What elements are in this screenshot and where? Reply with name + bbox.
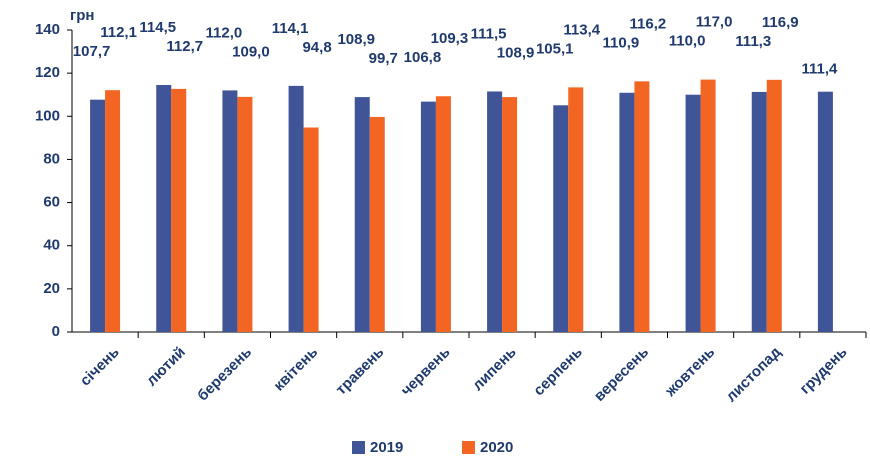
- value-label: 94,8: [302, 39, 331, 56]
- value-label: 116,9: [762, 14, 799, 31]
- value-label: 117,0: [696, 14, 733, 31]
- y-tick-label: 0: [52, 323, 60, 340]
- value-label: 108,9: [497, 44, 535, 61]
- bar: [420, 101, 436, 332]
- y-tick-label: 140: [35, 21, 60, 38]
- bar: [619, 92, 635, 332]
- bar: [817, 91, 833, 333]
- x-tick-label: листопад: [723, 343, 785, 405]
- y-tick-label: 20: [43, 280, 60, 297]
- bar: [90, 99, 106, 332]
- y-tick-label: 120: [35, 64, 60, 81]
- bar: [766, 79, 782, 332]
- value-label: 113,4: [563, 21, 600, 38]
- value-label: 109,3: [431, 30, 469, 47]
- value-label: 112,7: [166, 38, 203, 55]
- value-label: 111,3: [735, 33, 771, 50]
- x-tick-label: січень: [77, 344, 123, 390]
- x-tick-label: березень: [194, 344, 255, 405]
- bar: [237, 96, 253, 332]
- bar: [487, 91, 503, 332]
- bar: [288, 85, 304, 333]
- bar: [634, 81, 650, 332]
- value-label: 111,4: [801, 61, 838, 78]
- x-tick-label: лютий: [143, 344, 189, 390]
- y-axis-label: грн: [70, 7, 94, 24]
- x-tick-label: грудень: [797, 344, 851, 398]
- value-label: 107,7: [73, 43, 111, 60]
- bar: [568, 87, 584, 332]
- value-label: 105,1: [536, 40, 574, 57]
- value-label: 109,0: [232, 43, 270, 60]
- value-label: 114,1: [272, 20, 309, 37]
- value-label: 112,0: [206, 24, 243, 41]
- bar: [553, 105, 569, 332]
- bar: [105, 90, 121, 332]
- y-tick-label: 100: [35, 107, 60, 124]
- x-tick-label: липень: [469, 344, 520, 395]
- value-label: 116,2: [630, 15, 667, 32]
- bar: [303, 127, 319, 332]
- bar: [700, 79, 716, 332]
- bar: [369, 116, 385, 332]
- x-tick-label: вересень: [591, 344, 652, 405]
- x-tick-label: серпень: [530, 344, 586, 400]
- x-tick-label: квітень: [270, 344, 321, 395]
- y-tick-label: 40: [43, 237, 60, 254]
- bar: [354, 97, 370, 332]
- bar: [502, 97, 518, 332]
- bar: [222, 90, 238, 333]
- value-label: 108,9: [337, 31, 375, 48]
- x-tick-label: травень: [333, 344, 388, 399]
- y-tick-label: 60: [43, 194, 60, 211]
- value-label: 99,7: [369, 50, 398, 67]
- value-label: 114,5: [139, 19, 176, 36]
- value-label: 112,1: [100, 24, 137, 41]
- bar: [435, 96, 451, 332]
- y-tick-label: 80: [43, 150, 60, 167]
- legend-swatch: [352, 441, 365, 454]
- legend-label: 2019: [370, 439, 403, 456]
- value-label: 111,5: [471, 25, 507, 42]
- value-label: 106,8: [404, 49, 442, 66]
- bar: [171, 88, 187, 332]
- x-tick-label: червень: [398, 344, 454, 400]
- value-label: 110,9: [603, 34, 640, 51]
- x-tick-label: жовтень: [661, 344, 718, 401]
- bar: [156, 85, 172, 332]
- legend-label: 2020: [480, 439, 513, 456]
- legend-swatch: [462, 441, 475, 454]
- bar: [685, 94, 701, 332]
- bar: [751, 91, 767, 332]
- value-label: 110,0: [669, 33, 706, 50]
